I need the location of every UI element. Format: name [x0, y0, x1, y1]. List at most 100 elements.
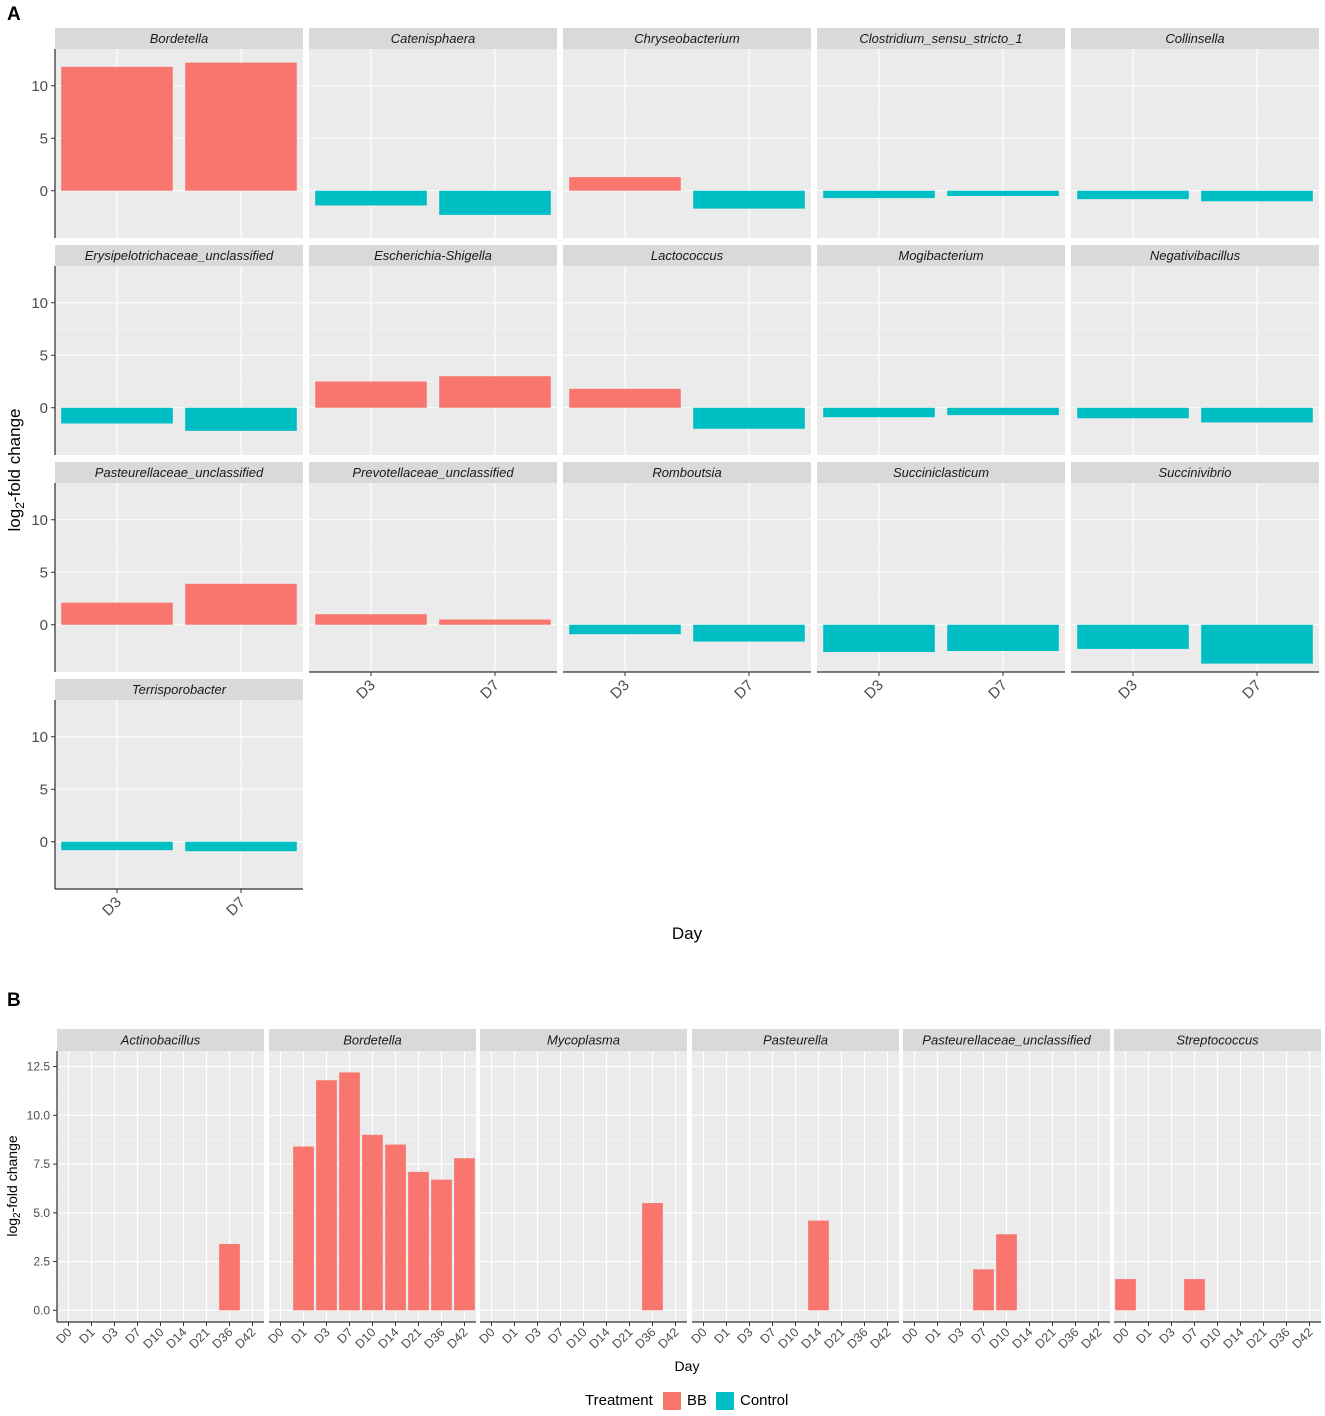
- bar-bordetella-d10: [362, 1134, 383, 1311]
- facet-title: Actinobacillus: [120, 1033, 201, 1048]
- x-tick-label: D7: [122, 1325, 143, 1346]
- x-tick-label: D42: [445, 1325, 471, 1351]
- x-tick-label: D7: [1179, 1325, 1200, 1346]
- x-tick-label: D14: [1221, 1325, 1247, 1351]
- x-tick-label: D3: [522, 1325, 543, 1346]
- bar-bordetella-d1: [293, 1146, 314, 1311]
- x-tick-label: D10: [564, 1325, 590, 1351]
- facet-lactococcus: Lactococcus: [563, 245, 811, 455]
- bar-romboutsia-d3: [569, 624, 681, 635]
- x-tick-label: D1: [499, 1325, 520, 1346]
- plot-background: [55, 700, 303, 889]
- panel-label-a: A: [7, 4, 21, 25]
- x-tick-label: D3: [99, 1325, 120, 1346]
- bar-succinivibrio-d3: [1077, 624, 1189, 649]
- bar-pasteurella-d14: [808, 1220, 829, 1311]
- plot-background: [309, 266, 557, 455]
- legend-swatch-control: [716, 1392, 734, 1410]
- x-tick-label: D42: [656, 1325, 682, 1351]
- facet-strip: [57, 1029, 264, 1051]
- x-tick-label: D0: [476, 1325, 497, 1346]
- facet-title: Negativibacillus: [1150, 248, 1241, 263]
- x-tick-label: D0: [53, 1325, 74, 1346]
- x-axis-title-b: Day: [675, 1358, 700, 1374]
- plot-background: [563, 483, 811, 672]
- facet-strip: [903, 1029, 1110, 1051]
- facet-title: Mycoplasma: [547, 1033, 620, 1048]
- bar-bordetella-d3: [61, 66, 173, 191]
- y-tick-label: 0: [40, 617, 48, 634]
- y-axis-title-b: log2-fold change: [4, 1135, 23, 1237]
- facet-title: Succiniclasticum: [893, 465, 989, 480]
- bar-terrisporobacter-d7: [185, 841, 297, 852]
- y-tick-label: 0.0: [33, 1303, 50, 1317]
- x-tick-label: D21: [822, 1325, 848, 1351]
- facet-title: Streptococcus: [1176, 1033, 1259, 1048]
- panel-a: A Bordetella 0 5 10 Catenisphaera Chryseobacte…: [5, 4, 1319, 943]
- x-tick-label: D10: [141, 1325, 167, 1351]
- legend-label-bb: BB: [687, 1392, 707, 1409]
- y-tick-label: 12.5: [27, 1060, 51, 1074]
- x-tick-label: D1: [288, 1325, 309, 1346]
- x-tick-label: D7: [757, 1325, 778, 1346]
- bar-bordetella-d42: [454, 1158, 475, 1311]
- bar-prevotellaceae-unclassified-d3: [315, 614, 427, 625]
- x-tick-label: D1: [922, 1325, 943, 1346]
- bar-erysipelotrichaceae-unclassified-d3: [61, 407, 173, 424]
- x-tick-label: D7: [985, 677, 1011, 703]
- bar-collinsella-d7: [1201, 190, 1313, 202]
- legend-swatch-bb: [663, 1392, 681, 1410]
- bar-collinsella-d3: [1077, 190, 1189, 200]
- x-tick-label: D3: [311, 1325, 332, 1346]
- facet-romboutsia: Romboutsia D3 D7: [563, 462, 811, 702]
- facet-title: Terrisporobacter: [132, 682, 227, 697]
- facet-strip: [1071, 462, 1319, 483]
- bar-succinivibrio-d7: [1201, 624, 1313, 664]
- y-axis-title-a: log2-fold change: [5, 409, 27, 532]
- x-tick-label: D14: [164, 1325, 190, 1351]
- facet-title: Bordetella: [150, 31, 209, 46]
- bar-pasteurellaceae-unclassified-d3: [61, 602, 173, 625]
- facet-strip: [309, 28, 557, 49]
- facet-escherichia-shigella: Escherichia-Shigella: [309, 245, 557, 455]
- x-tick-label: D3: [945, 1325, 966, 1346]
- x-tick-label: D0: [265, 1325, 286, 1346]
- x-tick-label: D1: [76, 1325, 97, 1346]
- facet-strip: [563, 462, 811, 483]
- x-tick-label: D10: [1198, 1325, 1224, 1351]
- facet-title: Escherichia-Shigella: [374, 248, 492, 263]
- facet-title: Bordetella: [343, 1033, 402, 1048]
- facet-strip: [480, 1029, 687, 1051]
- facet-catenisphaera: Catenisphaera: [309, 28, 557, 238]
- y-tick-label: 10: [31, 295, 48, 312]
- x-tick-label: D0: [899, 1325, 920, 1346]
- bar-succiniclasticum-d3: [823, 624, 935, 653]
- x-axis-title-a: Day: [672, 924, 703, 943]
- y-tick-label: 10: [31, 729, 48, 746]
- facet-mogibacterium: Mogibacterium: [817, 245, 1065, 455]
- x-tick-label: D36: [845, 1325, 871, 1351]
- x-tick-label: D1: [1133, 1325, 1154, 1346]
- facet-clostridium-sensu-stricto-1: Clostridium_sensu_stricto_1: [817, 28, 1065, 238]
- x-tick-label: D3: [99, 894, 125, 920]
- y-tick-label: 0: [40, 183, 48, 200]
- facet-title: Erysipelotrichaceae_unclassified: [85, 248, 274, 263]
- facet-title: Pasteurellaceae_unclassified: [95, 465, 264, 480]
- x-tick-label: D42: [868, 1325, 894, 1351]
- facet-strip: [563, 245, 811, 266]
- facet-title: Succinivibrio: [1159, 465, 1232, 480]
- facet-terrisporobacter: Terrisporobacter 0 5 10 D3 D7: [31, 679, 303, 919]
- x-tick-label: D3: [353, 677, 379, 703]
- x-tick-label: D7: [545, 1325, 566, 1346]
- x-tick-label: D14: [799, 1325, 825, 1351]
- x-tick-label: D42: [1079, 1325, 1105, 1351]
- x-tick-label: D21: [610, 1325, 636, 1351]
- bar-lactococcus-d3: [569, 388, 681, 408]
- x-tick-label: D21: [1033, 1325, 1059, 1351]
- facet-succinivibrio: Succinivibrio D3 D7: [1071, 462, 1319, 702]
- bar-bordetella-d3: [316, 1080, 337, 1311]
- plot-background: [563, 49, 811, 238]
- y-tick-label: 5: [40, 130, 48, 147]
